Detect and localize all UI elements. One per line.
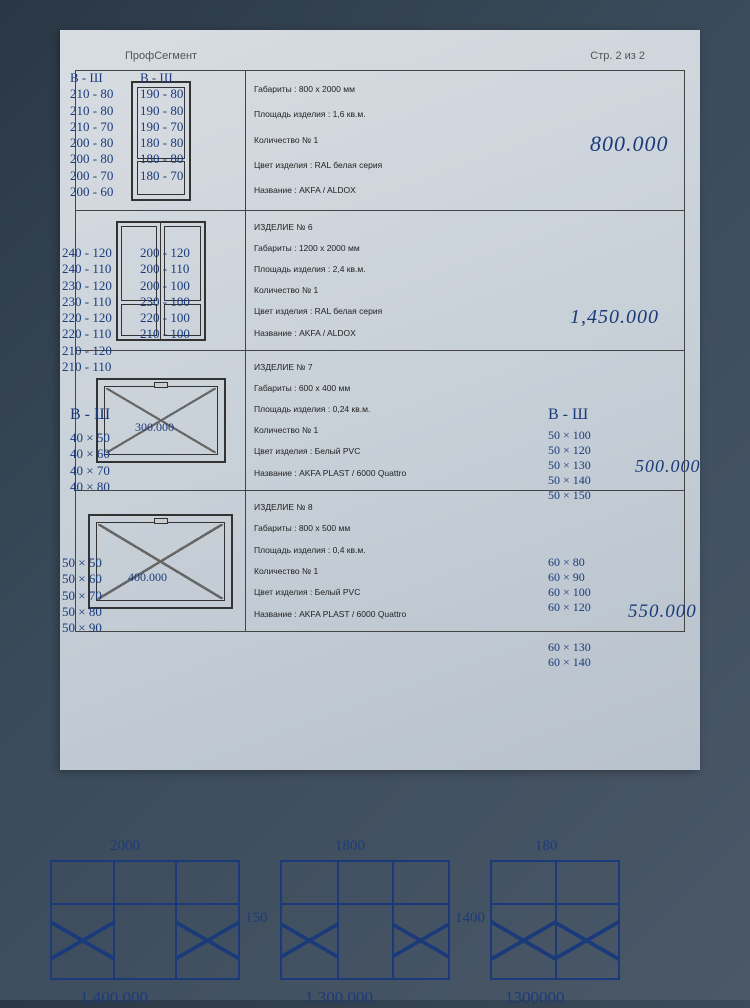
handwriting-price: 550.000 xyxy=(628,600,697,624)
handwriting-sizes: 40 × 50 40 × 60 40 × 70 40 × 80 xyxy=(70,430,110,495)
handwriting-sizes: 60 × 130 60 × 140 xyxy=(548,640,591,670)
spec-color: Цвет изделия : Белый PVC xyxy=(254,445,676,459)
sketch-height: 1400 xyxy=(455,910,485,927)
handwriting-sizes: 50 × 100 50 × 120 50 × 130 50 × 140 50 ×… xyxy=(548,428,591,503)
spec-name: Название : AKFA PLAST / 6000 Quattro xyxy=(254,467,676,481)
spec-qty: Количество № 1 xyxy=(254,284,676,298)
handwriting-sizes: 240 - 120 240 - 110 230 - 120 230 - 110 … xyxy=(62,245,112,375)
product-row: ИЗДЕЛИЕ № 8 Габариты : 800 x 500 мм Площ… xyxy=(76,491,684,631)
handwriting-price-mid: 400.000 xyxy=(128,570,167,585)
spec-color: Цвет изделия : RAL белая серия xyxy=(254,159,676,173)
sketch: 1800 1400 1.300.000 xyxy=(280,860,450,980)
spec-cell: ИЗДЕЛИЕ № 7 Габариты : 600 x 400 мм Площ… xyxy=(246,351,684,490)
handwriting-sizes: 50 × 50 50 × 60 50 × 70 50 × 80 50 × 90 xyxy=(62,555,102,636)
sketch: 2000 150 1,400.000 xyxy=(50,860,240,980)
spec-qty: Количество № 1 xyxy=(254,565,676,579)
spec-gabarity: Габариты : 1200 x 2000 мм xyxy=(254,242,676,256)
spec-title: ИЗДЕЛИЕ № 8 xyxy=(254,501,676,515)
handwriting-price: 1,450.000 xyxy=(570,305,659,330)
spec-name: Название : AKFA / ALDOX xyxy=(254,184,676,198)
handwriting-header: В - Ш xyxy=(70,405,110,425)
handwriting-sizes: В - Ш 190 - 80 190 - 80 190 - 70 180 - 8… xyxy=(140,70,183,184)
spec-title: ИЗДЕЛИЕ № 7 xyxy=(254,361,676,375)
handwriting-header: В - Ш xyxy=(548,405,588,425)
company-name: ПрофСегмент xyxy=(125,50,197,62)
bottom-sketches: 2000 150 1,400.000 1800 1400 1.300.000 1… xyxy=(50,790,710,980)
sketch-price: 1,400.000 xyxy=(80,988,148,1008)
spec-gabarity: Габариты : 600 x 400 мм xyxy=(254,382,676,396)
sketch: 180 1300000 xyxy=(490,860,620,980)
sketch-price: 1.300.000 xyxy=(305,988,373,1008)
handwriting-price: 800.000 xyxy=(590,130,669,158)
spec-gabarity: Габариты : 800 x 500 мм xyxy=(254,522,676,536)
handwriting-price-mid: 300.000 xyxy=(135,420,174,435)
handwriting-sizes: 200 - 120 200 - 110 200 - 100 230 - 100 … xyxy=(140,245,190,343)
spec-area: Площадь изделия : 0,4 кв.м. xyxy=(254,544,676,558)
handwriting-sizes: В - Ш 210 - 80 210 - 80 210 - 70 200 - 8… xyxy=(70,70,113,200)
sketch-height: 150 xyxy=(245,910,268,927)
window-drawing xyxy=(88,514,233,609)
sketch-price: 1300000 xyxy=(505,988,565,1008)
sketch-width: 2000 xyxy=(110,838,140,855)
spec-title: ИЗДЕЛИЕ № 6 xyxy=(254,221,676,235)
handwriting-price: 500.000 xyxy=(635,455,701,478)
page-header: ПрофСегмент Стр. 2 из 2 xyxy=(75,50,685,62)
spec-name: Название : AKFA PLAST / 6000 Quattro xyxy=(254,608,676,622)
spec-color: Цвет изделия : Белый PVC xyxy=(254,586,676,600)
spec-qty: Количество № 1 xyxy=(254,424,676,438)
sketch-width: 180 xyxy=(535,838,558,855)
spec-area: Площадь изделия : 1,6 кв.м. xyxy=(254,108,676,122)
spec-area: Площадь изделия : 0,24 кв.м. xyxy=(254,403,676,417)
page-number: Стр. 2 из 2 xyxy=(590,50,645,62)
spec-area: Площадь изделия : 2,4 кв.м. xyxy=(254,263,676,277)
sketch-width: 1800 xyxy=(335,838,365,855)
spec-gabarity: Габариты : 800 x 2000 мм xyxy=(254,83,676,97)
handwriting-sizes: 60 × 80 60 × 90 60 × 100 60 × 120 xyxy=(548,555,591,615)
spec-cell: ИЗДЕЛИЕ № 8 Габариты : 800 x 500 мм Площ… xyxy=(246,491,684,631)
